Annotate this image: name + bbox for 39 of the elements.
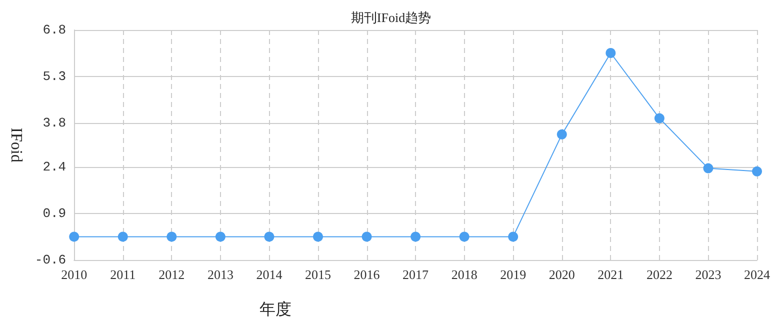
point	[752, 166, 762, 176]
y-tick-label: 2.4	[42, 159, 66, 174]
x-tick-label: 2018	[451, 267, 478, 282]
point	[654, 113, 664, 124]
point	[703, 163, 714, 174]
x-tick-label: 2015	[304, 267, 331, 282]
x-tick-label: 2024	[744, 267, 770, 282]
point	[410, 232, 421, 242]
point	[69, 232, 80, 242]
y-axis-title: IFoid	[8, 128, 24, 162]
x-tick-label: 2020	[548, 267, 575, 282]
point	[606, 48, 616, 58]
x-tick-label: 2023	[695, 267, 722, 282]
y-tick-label: 6.8	[42, 22, 66, 38]
x-tick-label: 2016	[354, 267, 380, 282]
x-tick-label: 2013	[207, 267, 234, 282]
x-tick-label: 2017	[402, 267, 430, 282]
x-tick-label: 2019	[500, 267, 526, 282]
chart-title: 期刊IFoid趋势	[350, 10, 432, 25]
point	[459, 232, 470, 242]
x-tick-label: 2011	[110, 267, 136, 282]
point	[362, 232, 372, 242]
x-tick-label: 2010	[61, 267, 88, 282]
point	[313, 232, 323, 242]
x-tick-label: 2012	[158, 267, 185, 282]
point	[166, 232, 177, 242]
point	[264, 232, 274, 242]
point	[118, 232, 128, 242]
y-tick-label: 0.9	[42, 206, 66, 221]
x-axis-title: 年度	[260, 300, 292, 318]
x-tick-label: 2021	[598, 267, 624, 282]
point	[508, 232, 518, 242]
point	[215, 232, 226, 242]
point	[556, 129, 567, 140]
x-tick-label: 2014	[256, 267, 283, 282]
x-tick-label: 2022	[646, 267, 672, 282]
y-tick-label: 5.3	[42, 69, 66, 84]
y-tick-label: 3.8	[42, 116, 66, 131]
y-tick-label: -0.6	[34, 252, 66, 268]
